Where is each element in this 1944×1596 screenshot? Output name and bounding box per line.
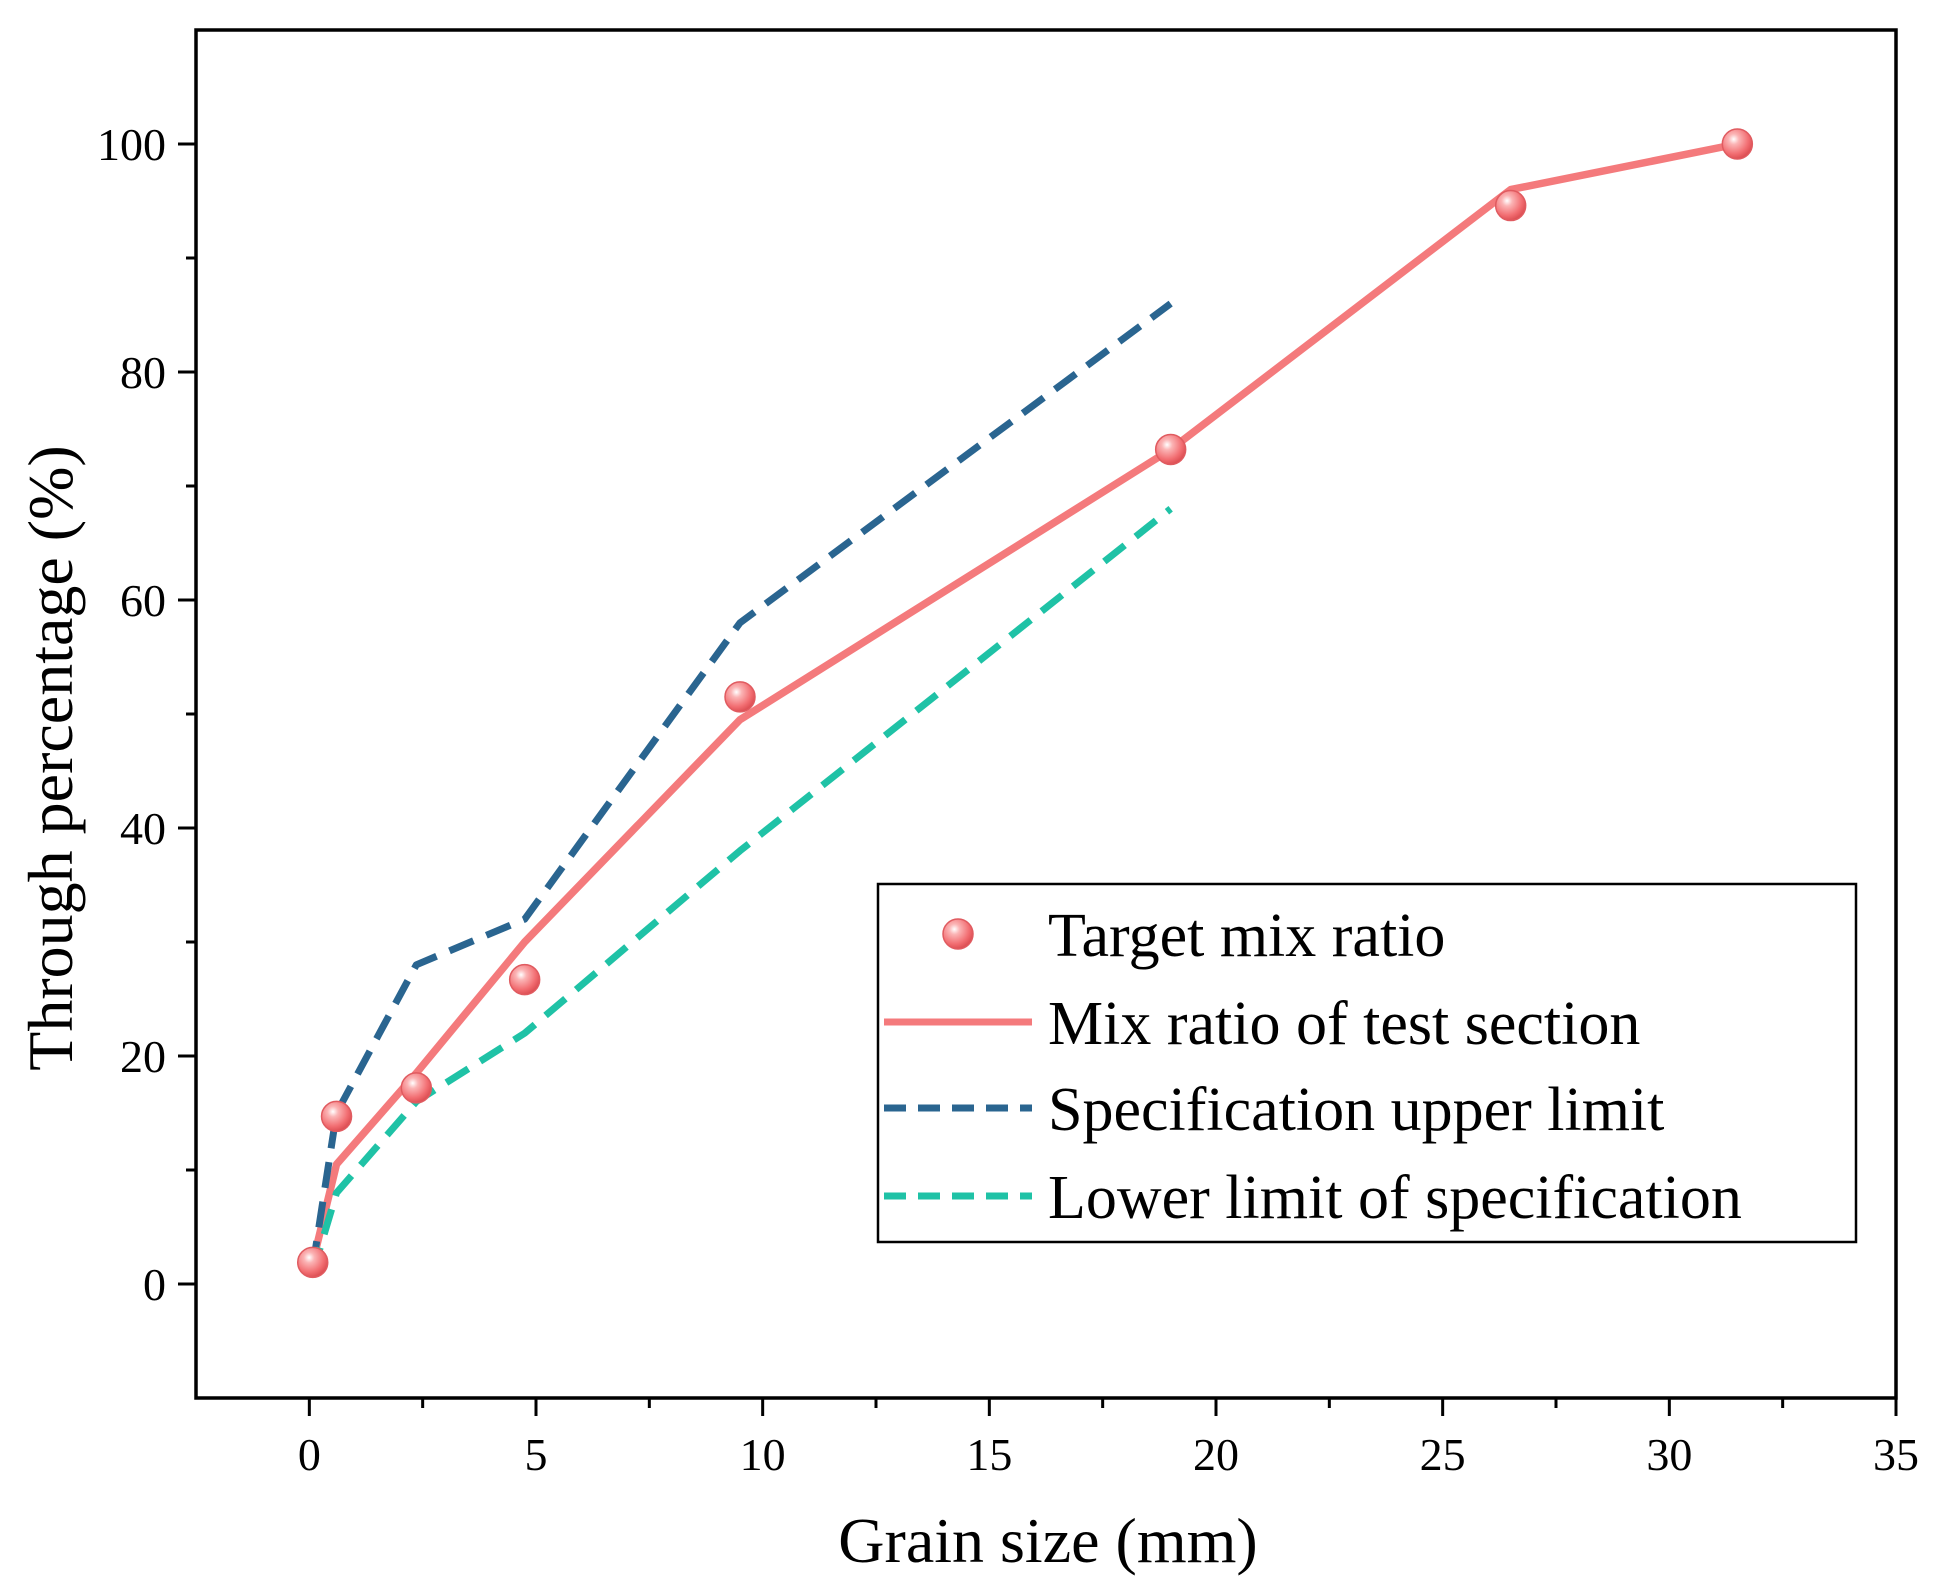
x-tick-label: 5 xyxy=(525,1429,548,1480)
x-tick-label: 30 xyxy=(1646,1429,1692,1480)
x-tick-label: 25 xyxy=(1420,1429,1466,1480)
series-layer xyxy=(296,128,1754,1279)
data-point-target-mix-ratio xyxy=(296,1246,329,1279)
legend: Target mix ratio Mix ratio of test sectio… xyxy=(876,882,1858,1244)
y-tick-label: 0 xyxy=(143,1259,166,1310)
axes-layer: 0 5 10 15 20 25 30 35 0 20 40 60 80 100 xyxy=(97,119,1919,1480)
y-tick-label: 20 xyxy=(120,1031,166,1082)
x-tick-label: 10 xyxy=(740,1429,786,1480)
legend-label: Lower limit of specification xyxy=(1048,1164,1742,1232)
y-tick-label: 100 xyxy=(97,119,166,170)
data-point-target-mix-ratio xyxy=(508,963,541,996)
data-point-target-mix-ratio xyxy=(1721,128,1754,160)
legend-label: Target mix ratio xyxy=(1048,902,1445,970)
series-line-mix-ratio-of-test-section xyxy=(309,140,1739,1264)
legend-label: Mix ratio of test section xyxy=(1048,990,1640,1058)
data-point-target-mix-ratio xyxy=(1494,189,1527,222)
y-tick-label: 80 xyxy=(120,347,166,398)
x-tick-label: 35 xyxy=(1873,1429,1919,1480)
x-tick-label: 15 xyxy=(966,1429,1012,1480)
x-tick-label: 20 xyxy=(1193,1429,1239,1480)
legend-marker xyxy=(942,918,974,950)
series-line-specification-upper-limit xyxy=(309,300,1173,1268)
data-point-target-mix-ratio xyxy=(1154,433,1187,466)
data-point-target-mix-ratio xyxy=(320,1100,353,1133)
data-point-target-mix-ratio xyxy=(724,681,756,713)
legend-label: Specification upper limit xyxy=(1048,1076,1664,1144)
y-tick-label: 60 xyxy=(120,575,166,626)
y-axis-label: Through percentage (%) xyxy=(15,445,86,1070)
legend-box xyxy=(876,882,1858,1244)
data-point-target-mix-ratio xyxy=(400,1072,433,1104)
x-tick-label: 0 xyxy=(298,1429,321,1480)
y-tick-label: 40 xyxy=(120,803,166,854)
x-axis-label: Grain size (mm) xyxy=(838,1505,1257,1576)
